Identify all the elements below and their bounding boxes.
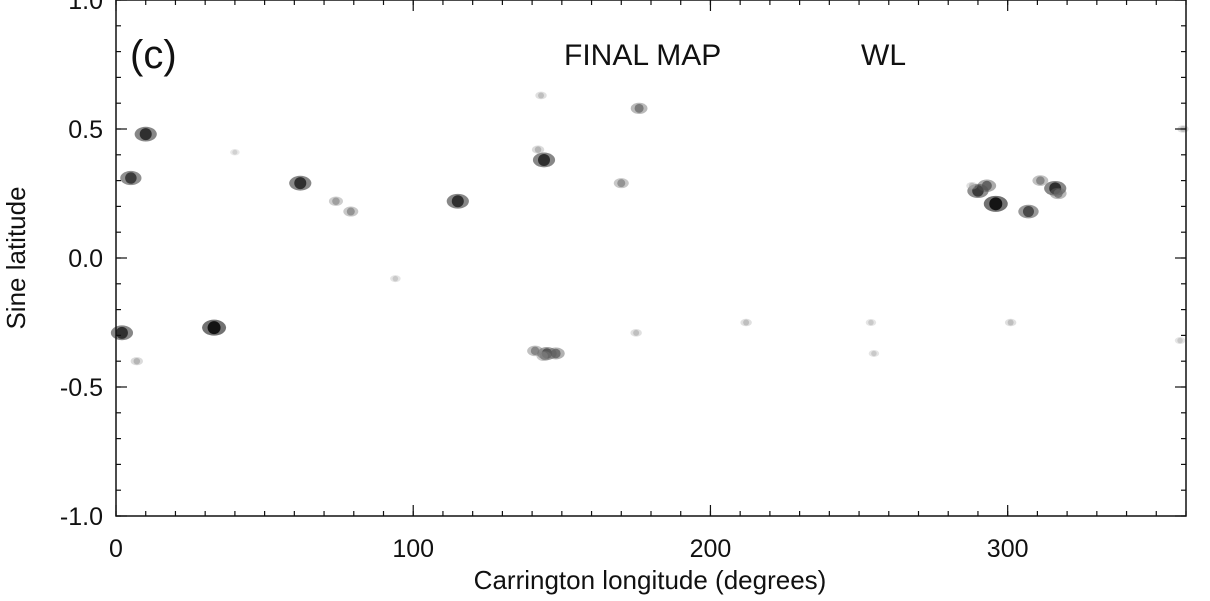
spot-marker (328, 196, 343, 206)
spot-marker (130, 357, 143, 366)
spot-marker (740, 318, 752, 327)
spot-marker (1032, 175, 1049, 186)
spot-marker (446, 193, 469, 209)
x-tick-label: 0 (109, 535, 123, 563)
spot-marker (134, 126, 157, 142)
spot-marker (230, 149, 240, 156)
spot-marker (613, 178, 629, 189)
spot-marker (390, 275, 401, 283)
spot-marker (966, 181, 978, 190)
spot-marker (1049, 187, 1067, 200)
y-tick-label: -1.0 (60, 503, 103, 531)
annotation-final-map: FINAL MAP (564, 39, 721, 72)
spot-marker (1174, 337, 1186, 345)
spot-marker (289, 175, 312, 191)
spot-marker (535, 91, 547, 100)
y-tick-label: 0.0 (68, 245, 103, 273)
spot-marker (630, 102, 648, 114)
spot-marker (983, 195, 1008, 212)
x-tick-label: 100 (392, 535, 434, 563)
spot-marker (1018, 204, 1039, 219)
x-tick-label: 200 (690, 535, 732, 563)
y-tick-label: 0.5 (68, 116, 103, 144)
spot-marker (110, 325, 134, 341)
spot-marker (868, 349, 880, 357)
spot-marker (532, 152, 556, 168)
y-tick-label: -0.5 (60, 374, 103, 402)
spot-marker (865, 319, 877, 326)
y-tick-label: 1.0 (68, 0, 103, 15)
spot-marker (1004, 318, 1017, 327)
panel-label: (c) (130, 33, 177, 77)
plot-area (116, 0, 1186, 516)
y-axis-title: Sine latitude (1, 186, 31, 329)
spot-marker (630, 329, 642, 337)
spot-marker (202, 319, 227, 336)
plot-frame (115, 0, 1187, 517)
spot-marker (531, 145, 545, 154)
spot-marker (536, 351, 552, 362)
x-axis-title: Carrington longitude (degrees) (474, 565, 827, 595)
spot-marker (547, 347, 565, 360)
annotation-wl: WL (861, 39, 906, 72)
x-tick-label: 300 (987, 535, 1029, 563)
spot-marker (977, 179, 997, 192)
axes-group: 0 100 200 300 -1.0 -0.5 0.0 0.5 1.0 (60, 0, 1187, 563)
spot-marker (120, 170, 142, 186)
spot-marker (343, 206, 359, 217)
spot-marker (527, 345, 544, 357)
